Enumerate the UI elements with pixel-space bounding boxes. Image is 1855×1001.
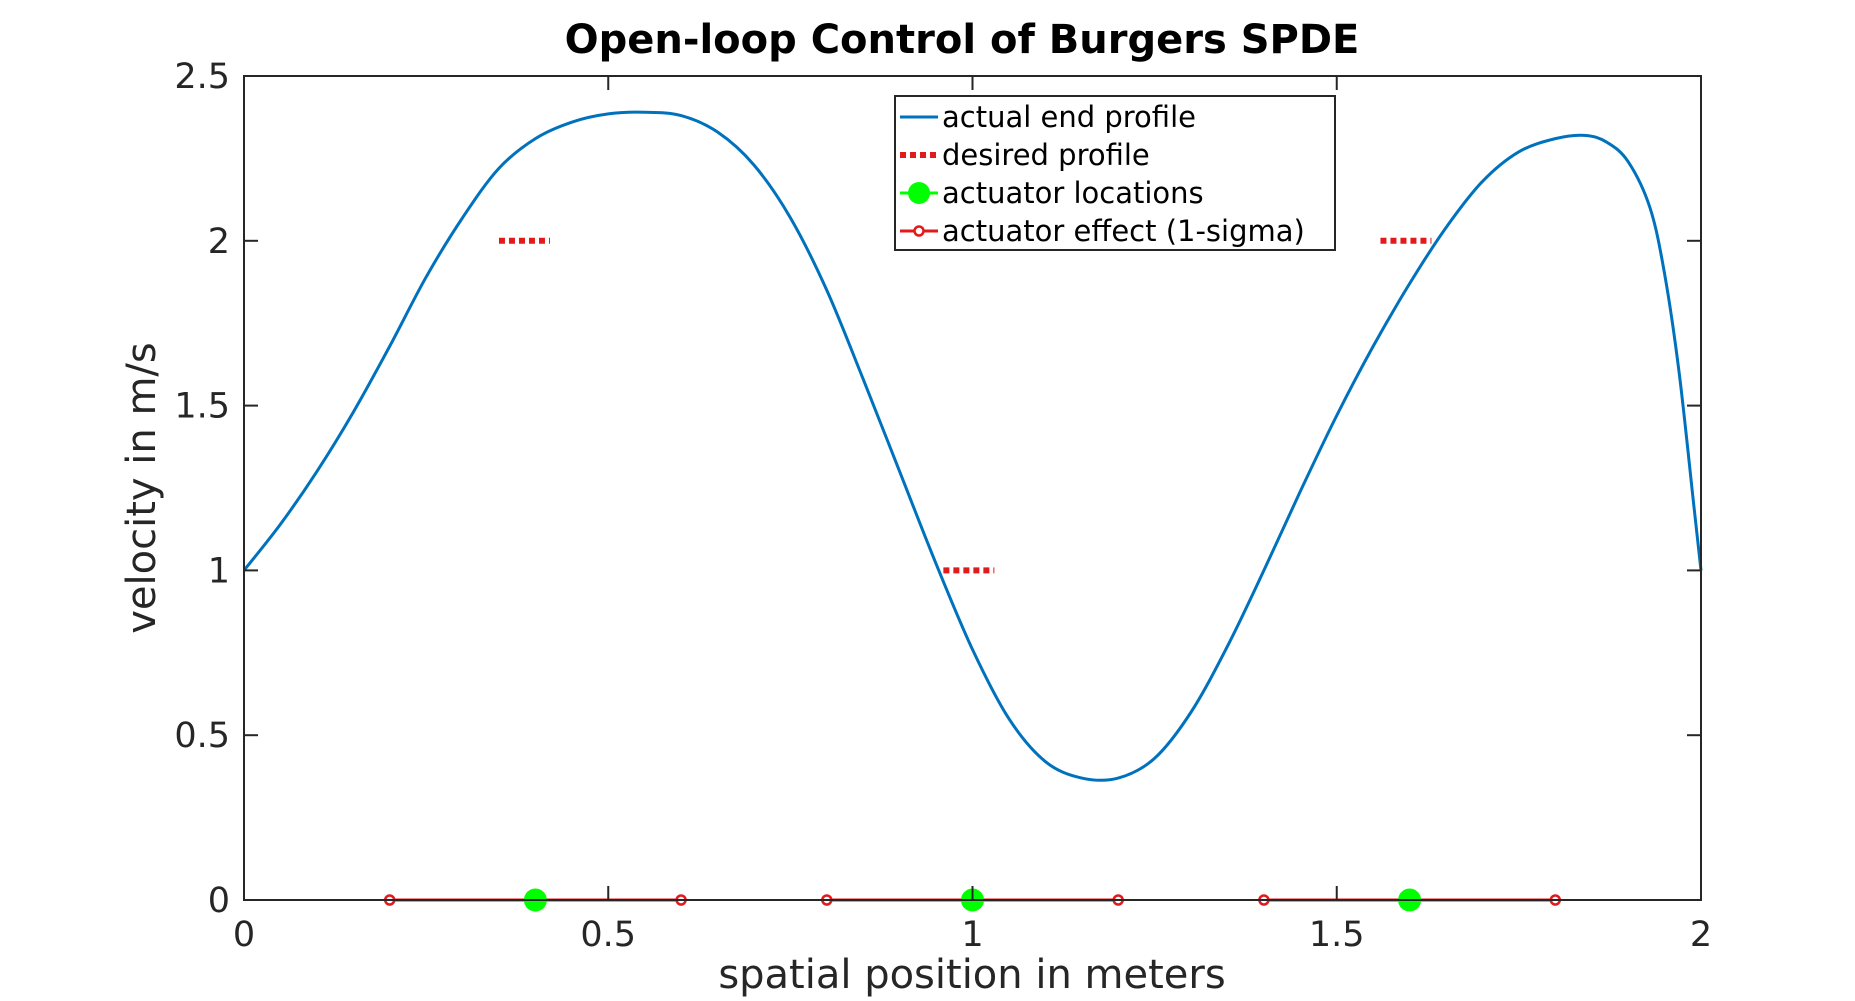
y-tick-label: 2.5	[174, 57, 230, 97]
legend-sample-actuator-effect-marker	[913, 225, 925, 237]
y-axis-label: velocity in m/s	[119, 342, 165, 634]
y-tick-label: 1	[208, 551, 230, 591]
x-tick-label: 0	[233, 915, 255, 955]
y-tick-label: 0.5	[174, 716, 230, 756]
legend-samples	[900, 115, 938, 237]
chart-title: Open-loop Control of Burgers SPDE	[565, 17, 1360, 63]
x-axis-label: spatial position in meters	[718, 952, 1225, 998]
legend-label-actuator-effect: actuator effect (1-sigma)	[942, 214, 1305, 248]
legend-sample-actuator-locations-marker	[908, 182, 930, 204]
legend: actual end profile desired profile actua…	[894, 95, 1336, 251]
y-tick-label: 0	[208, 881, 230, 921]
axis-ticks: 0 0.5 1 1.5 2 0 0.5 1 1.5 2 2.5	[174, 57, 1712, 955]
legend-label-actual-end-profile: actual end profile	[942, 100, 1196, 134]
series-actual-end-profile-line	[242, 110, 1703, 782]
x-tick-label: 1.5	[1309, 915, 1365, 955]
legend-label-actuator-locations: actuator locations	[942, 176, 1204, 210]
y-tick-label: 1.5	[174, 387, 230, 427]
y-tick-label: 2	[208, 222, 230, 262]
x-tick-label: 2	[1690, 915, 1712, 955]
x-tick-label: 1	[961, 915, 983, 955]
legend-box	[894, 95, 1336, 251]
legend-label-desired-profile: desired profile	[942, 138, 1150, 172]
x-tick-label: 0.5	[580, 915, 636, 955]
